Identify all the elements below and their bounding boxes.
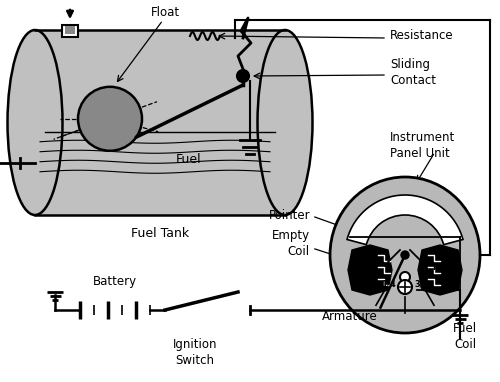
Text: 1/2: 1/2 [398, 283, 412, 293]
Ellipse shape [8, 30, 62, 215]
Text: Empty
Coil: Empty Coil [272, 228, 310, 257]
Ellipse shape [330, 177, 480, 333]
Bar [62, 25, 78, 37]
Text: Float: Float [150, 5, 180, 18]
Ellipse shape [258, 30, 312, 215]
Text: Fuel: Fuel [176, 153, 202, 166]
Text: Ignition
Switch: Ignition Switch [173, 338, 218, 367]
Circle shape [237, 70, 249, 82]
Text: Battery: Battery [93, 275, 137, 288]
Text: Fuel Tank: Fuel Tank [131, 227, 189, 240]
Bar [65, 26, 75, 34]
FancyBboxPatch shape [35, 30, 285, 215]
Polygon shape [418, 245, 462, 295]
Text: Instrument
Panel Unit: Instrument Panel Unit [390, 131, 455, 160]
Text: Resistance: Resistance [390, 29, 454, 42]
Text: Pointer: Pointer [268, 209, 310, 222]
Wedge shape [347, 195, 463, 244]
Text: Sliding
Contact: Sliding Contact [390, 58, 436, 86]
Text: 3/4: 3/4 [414, 279, 429, 288]
Circle shape [398, 280, 412, 294]
Text: Armature: Armature [322, 310, 378, 323]
Polygon shape [348, 245, 392, 295]
Text: Fuel
Coil: Fuel Coil [453, 322, 477, 351]
Circle shape [401, 251, 409, 259]
Text: F: F [432, 264, 438, 272]
Text: E: E [372, 264, 378, 272]
Circle shape [400, 272, 410, 282]
Text: 1/4: 1/4 [381, 279, 396, 288]
Circle shape [78, 87, 142, 151]
